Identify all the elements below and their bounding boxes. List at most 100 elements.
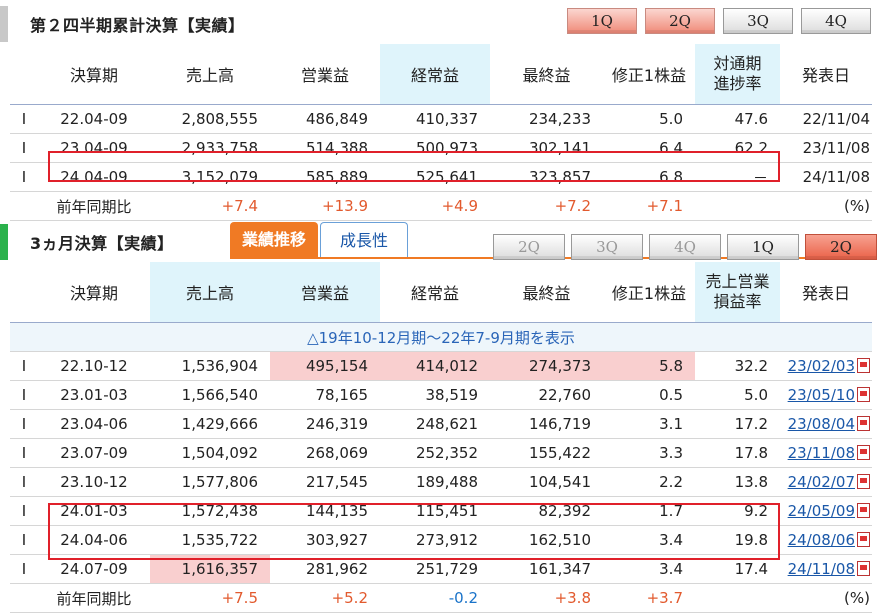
net-cell: 104,541 bbox=[490, 467, 603, 497]
section2-header: 3ヵ月決算【実績】 bbox=[0, 224, 174, 260]
eps-cell: 3.1 bbox=[603, 409, 695, 439]
date-cell: 24/11/08 bbox=[780, 162, 872, 192]
sales-cell: 1,566,540 bbox=[150, 380, 270, 410]
tab-prev-2q[interactable]: 2Q bbox=[493, 234, 565, 260]
header-ordinary: 経常益 bbox=[380, 262, 490, 323]
header-op-margin: 売上営業 損益率 bbox=[695, 262, 780, 323]
yoy-operating: +5.2 bbox=[270, 583, 380, 613]
margin-cell: 17.4 bbox=[695, 554, 780, 584]
date-link[interactable]: 24/08/06 bbox=[787, 531, 855, 549]
table-header-row: 決算期 売上高 営業益 経常益 最終益 修正1株益 売上営業 損益率 発表日 bbox=[10, 262, 872, 323]
tab-2q[interactable]: 2Q bbox=[645, 8, 715, 34]
ordinary-cell: 189,488 bbox=[380, 467, 490, 497]
period-cell: 23.10-12 bbox=[38, 467, 150, 497]
date-link[interactable]: 23/02/03 bbox=[787, 357, 855, 375]
row-mark: I bbox=[10, 162, 38, 192]
yoy-ordinary: -0.2 bbox=[380, 583, 490, 613]
show-earlier-link[interactable]: △19年10-12月期～22年7-9月期を表示 bbox=[10, 322, 872, 352]
header-progress: 対通期 進捗率 bbox=[695, 44, 780, 105]
yoy-row: 前年同期比 +7.4 +13.9 +4.9 +7.2 +7.1 (%) bbox=[10, 191, 872, 221]
margin-cell: 13.8 bbox=[695, 467, 780, 497]
date-link[interactable]: 24/11/08 bbox=[787, 560, 855, 578]
table-header-row: 決算期 売上高 営業益 経常益 最終益 修正1株益 対通期 進捗率 発表日 bbox=[10, 44, 872, 105]
table-row: I 23.04-09 2,933,758 514,388 500,973 302… bbox=[10, 133, 872, 163]
pdf-icon[interactable] bbox=[857, 445, 870, 460]
sales-cell: 3,152,079 bbox=[150, 162, 270, 192]
table-row: I 24.07-09 1,616,357 281,962 251,729 161… bbox=[10, 554, 872, 584]
header-period: 決算期 bbox=[38, 262, 150, 323]
pdf-icon[interactable] bbox=[857, 358, 870, 373]
operating-cell: 486,849 bbox=[270, 104, 380, 134]
period-cell: 24.04-06 bbox=[38, 525, 150, 555]
row-mark: I bbox=[10, 554, 38, 584]
net-cell: 302,141 bbox=[490, 133, 603, 163]
period-cell: 24.01-03 bbox=[38, 496, 150, 526]
yoy-unit: (%) bbox=[780, 191, 872, 221]
net-cell: 274,373 bbox=[490, 351, 603, 381]
yoy-label: 前年同期比 bbox=[38, 191, 150, 221]
row-mark: I bbox=[10, 409, 38, 439]
net-cell: 162,510 bbox=[490, 525, 603, 555]
ordinary-cell: 500,973 bbox=[380, 133, 490, 163]
date-link[interactable]: 23/11/08 bbox=[787, 444, 855, 462]
header-operating: 営業益 bbox=[270, 44, 380, 105]
tab-1q[interactable]: 1Q bbox=[567, 8, 637, 34]
pdf-icon[interactable] bbox=[857, 387, 870, 402]
tab-performance-trend[interactable]: 業績推移 bbox=[230, 222, 318, 258]
tab-prev-3q[interactable]: 3Q bbox=[571, 234, 643, 260]
pdf-icon[interactable] bbox=[857, 561, 870, 576]
tab-4q[interactable]: 4Q bbox=[801, 8, 871, 34]
margin-cell: 5.0 bbox=[695, 380, 780, 410]
sales-cell: 1,536,904 bbox=[150, 351, 270, 381]
table-row: I 23.04-06 1,429,666 246,319 248,621 146… bbox=[10, 409, 872, 439]
progress-cell: 47.6 bbox=[695, 104, 780, 134]
pdf-icon[interactable] bbox=[857, 474, 870, 489]
header-eps: 修正1株益 bbox=[603, 262, 695, 323]
notice-row: △19年10-12月期～22年7-9月期を表示 bbox=[10, 322, 872, 352]
tab-1q[interactable]: 1Q bbox=[727, 234, 799, 260]
operating-cell: 281,962 bbox=[270, 554, 380, 584]
ordinary-cell: 273,912 bbox=[380, 525, 490, 555]
operating-cell: 78,165 bbox=[270, 380, 380, 410]
pdf-icon[interactable] bbox=[857, 503, 870, 518]
ordinary-cell: 38,519 bbox=[380, 380, 490, 410]
pdf-icon[interactable] bbox=[857, 416, 870, 431]
section1-title: 第２四半期累計決算【実績】 bbox=[30, 16, 245, 35]
header-ordinary: 経常益 bbox=[380, 44, 490, 105]
operating-cell: 514,388 bbox=[270, 133, 380, 163]
table-row: I 24.04-06 1,535,722 303,927 273,912 162… bbox=[10, 525, 872, 555]
margin-cell: 17.2 bbox=[695, 409, 780, 439]
table-row: I 22.04-09 2,808,555 486,849 410,337 234… bbox=[10, 104, 872, 134]
date-link[interactable]: 23/05/10 bbox=[787, 386, 855, 404]
date-cell: 23/11/08 bbox=[780, 133, 872, 163]
tab-2q[interactable]: 2Q bbox=[805, 234, 877, 260]
eps-cell: 1.7 bbox=[603, 496, 695, 526]
ordinary-cell: 248,621 bbox=[380, 409, 490, 439]
period-cell: 23.07-09 bbox=[38, 438, 150, 468]
date-link[interactable]: 24/02/07 bbox=[787, 473, 855, 491]
margin-cell: 19.8 bbox=[695, 525, 780, 555]
yoy-row: 前年同期比 +7.5 +5.2 -0.2 +3.8 +3.7 (%) bbox=[10, 583, 872, 613]
yoy-unit: (%) bbox=[780, 583, 872, 613]
sales-cell: 1,577,806 bbox=[150, 467, 270, 497]
table-row: I 23.01-03 1,566,540 78,165 38,519 22,76… bbox=[10, 380, 872, 410]
tab-growth[interactable]: 成長性 bbox=[320, 222, 408, 258]
operating-cell: 246,319 bbox=[270, 409, 380, 439]
header-net: 最終益 bbox=[490, 262, 603, 323]
pdf-icon[interactable] bbox=[857, 532, 870, 547]
section2-title: 3ヵ月決算【実績】 bbox=[30, 234, 174, 253]
yoy-net: +3.8 bbox=[490, 583, 603, 613]
margin-cell: 9.2 bbox=[695, 496, 780, 526]
ordinary-cell: 414,012 bbox=[380, 351, 490, 381]
date-link[interactable]: 23/08/04 bbox=[787, 415, 855, 433]
table-row: I 24.04-09 3,152,079 585,889 525,641 323… bbox=[10, 162, 872, 192]
net-cell: 155,422 bbox=[490, 438, 603, 468]
row-mark: I bbox=[10, 380, 38, 410]
period-cell: 24.04-09 bbox=[38, 162, 150, 192]
tab-3q[interactable]: 3Q bbox=[723, 8, 793, 34]
date-link[interactable]: 24/05/09 bbox=[787, 502, 855, 520]
ordinary-cell: 115,451 bbox=[380, 496, 490, 526]
tab-prev-4q[interactable]: 4Q bbox=[649, 234, 721, 260]
header-eps: 修正1株益 bbox=[603, 44, 695, 105]
yoy-net: +7.2 bbox=[490, 191, 603, 221]
